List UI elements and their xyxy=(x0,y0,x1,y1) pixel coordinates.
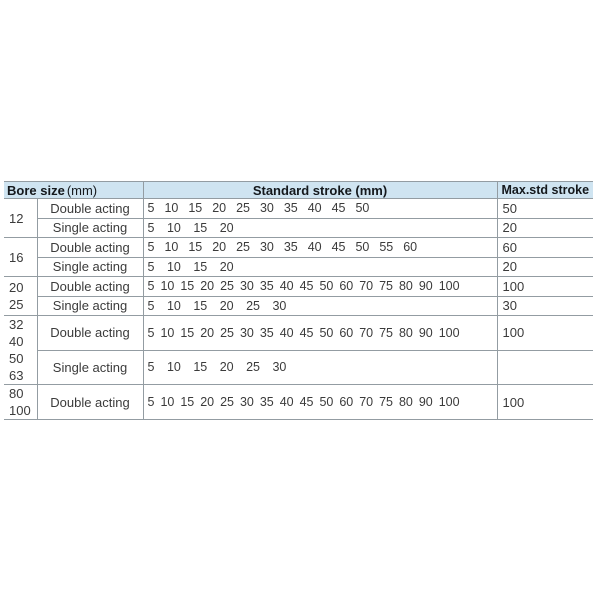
stroke-list-cell: 5 10 15 20 25 30 xyxy=(142,349,498,385)
table-row: 80 100 Double acting 5 10 15 20 25 30 35 40… xyxy=(4,384,594,420)
bore-cell: 16 xyxy=(4,237,38,277)
bore-value: 100 xyxy=(9,403,31,418)
bore-value: 40 xyxy=(9,334,24,349)
bore-value: 32 xyxy=(9,317,24,332)
bore-value: 20 xyxy=(9,280,24,295)
bore-value: 25 xyxy=(9,297,24,312)
stroke-list-cell: 5 10 15 20 25 30 35 40 45 50 60 70 75 80… xyxy=(142,315,498,351)
bore-value: 63 xyxy=(9,368,24,383)
table-header-row: Bore size (mm) Standard stroke (mm) Max.s… xyxy=(4,181,594,199)
acting-type-cell: Single acting xyxy=(36,217,144,238)
bore-value: 16 xyxy=(9,249,24,265)
max-stroke-cell: 100 xyxy=(496,384,594,420)
bore-cell: 20 25 xyxy=(4,276,38,316)
table-row: 32 40 50 63 Double acting 5 10 15 20 25 30 35… xyxy=(4,315,594,385)
max-std-stroke-header: Max.std stroke xyxy=(496,181,594,199)
bore-size-header-unit: (mm) xyxy=(66,182,98,198)
max-stroke-cell: 20 xyxy=(496,256,594,277)
max-stroke-cell: 30 xyxy=(496,295,594,316)
stroke-list-cell: 5 10 15 20 xyxy=(142,217,498,238)
bore-cell: 32 40 50 63 xyxy=(4,315,38,385)
acting-type-cell: Double acting xyxy=(36,198,144,219)
table-row: 12 Double acting 5 10 15 20 25 30 35 40 45… xyxy=(4,198,594,238)
max-stroke-cell: 100 xyxy=(496,315,594,351)
stroke-list-cell: 5 10 15 20 25 30 35 40 45 50 55 60 xyxy=(142,237,498,258)
acting-type-cell: Single acting xyxy=(36,295,144,316)
bore-value: 80 xyxy=(9,386,24,401)
bore-value: 12 xyxy=(9,210,24,226)
acting-type-cell: Single acting xyxy=(36,349,144,385)
max-stroke-cell: 20 xyxy=(496,217,594,238)
acting-type-cell: Double acting xyxy=(36,237,144,258)
stroke-list-cell: 5 10 15 20 25 30 35 40 45 50 60 70 75 80… xyxy=(142,384,498,420)
stroke-list-cell: 5 10 15 20 25 30 xyxy=(142,295,498,316)
max-stroke-cell: 100 xyxy=(496,276,594,297)
acting-type-cell: Double acting xyxy=(36,315,144,351)
table-row: 16 Double acting 5 10 15 20 25 30 35 40 45… xyxy=(4,237,594,277)
bore-value: 50 xyxy=(9,351,24,366)
stroke-list-cell: 5 10 15 20 25 30 35 40 45 50 60 70 75 80… xyxy=(142,276,498,297)
bore-size-header-label: Bore size xyxy=(7,182,65,198)
max-stroke-cell xyxy=(496,349,594,385)
table-body: 12 Double acting 5 10 15 20 25 30 35 40 45… xyxy=(4,198,594,420)
stroke-list-cell: 5 10 15 20 25 30 35 40 45 50 xyxy=(142,198,498,219)
table-row: Single acting 5 10 15 20 20 xyxy=(4,256,594,277)
max-stroke-cell: 50 xyxy=(496,198,594,219)
acting-type-cell: Single acting xyxy=(36,256,144,277)
stroke-list-cell: 5 10 15 20 xyxy=(142,256,498,277)
bore-size-header: Bore size (mm) xyxy=(4,181,144,199)
bore-cell: 80 100 xyxy=(4,384,38,420)
max-stroke-cell: 60 xyxy=(496,237,594,258)
standard-stroke-header: Standard stroke (mm) xyxy=(142,181,498,199)
table-row: 20 25 Double acting 5 10 15 20 25 30 35 40 … xyxy=(4,276,594,316)
table-row: Single acting 5 10 15 20 25 30 xyxy=(4,349,594,385)
table-row: Single acting 5 10 15 20 25 30 30 xyxy=(4,295,594,316)
acting-type-cell: Double acting xyxy=(36,384,144,420)
bore-cell: 12 xyxy=(4,198,38,238)
table-row: Single acting 5 10 15 20 20 xyxy=(4,217,594,238)
acting-type-cell: Double acting xyxy=(36,276,144,297)
standard-stroke-table: Bore size (mm) Standard stroke (mm) Max.s… xyxy=(4,181,594,420)
